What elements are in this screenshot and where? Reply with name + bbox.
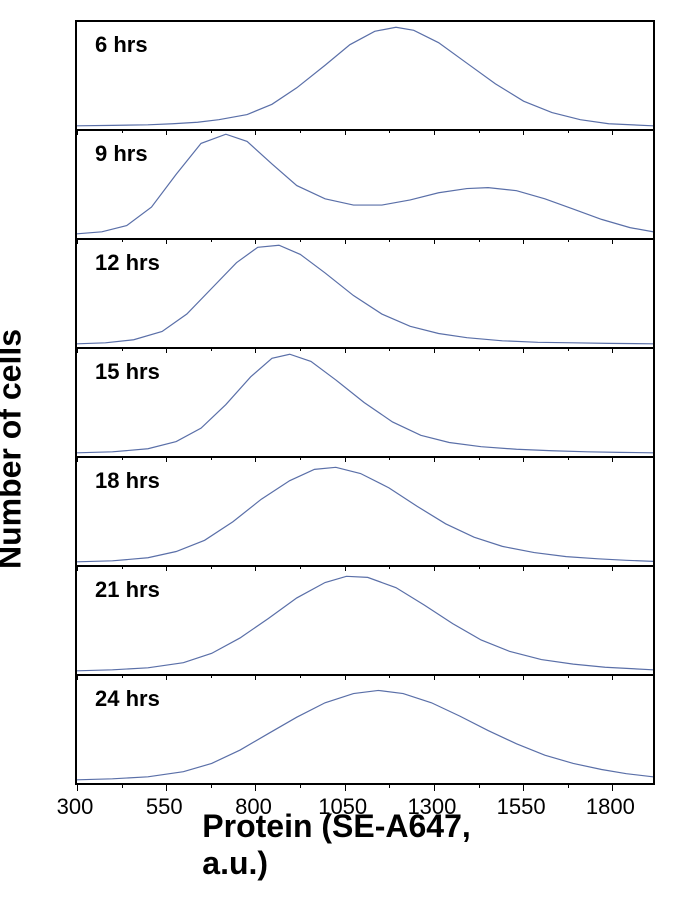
chart-container: Number of cells 6 hrs9 hrs12 hrs15 hrs18… xyxy=(20,20,671,877)
panel-label: 24 hrs xyxy=(95,686,160,712)
panels-stack: 6 hrs 9 hrs 12 hrs 15 hrs 18 hrs 21 hrs 24 hrs xyxy=(75,20,655,785)
panel-15-hrs: 15 hrs xyxy=(75,349,655,458)
panel-label: 18 hrs xyxy=(95,468,160,494)
panel-9-hrs: 9 hrs xyxy=(75,131,655,240)
panel-6-hrs: 6 hrs xyxy=(75,20,655,131)
panel-label: 9 hrs xyxy=(95,141,148,167)
panel-18-hrs: 18 hrs xyxy=(75,458,655,567)
x-axis-label: Protein (SE-A647, a.u.) xyxy=(202,808,514,882)
x-tick-label: 550 xyxy=(146,794,183,820)
panel-21-hrs: 21 hrs xyxy=(75,567,655,676)
panel-label: 21 hrs xyxy=(95,577,160,603)
panel-label: 15 hrs xyxy=(95,359,160,385)
x-tick-label: 1800 xyxy=(586,794,635,820)
x-tick-label: 300 xyxy=(57,794,94,820)
panel-label: 12 hrs xyxy=(95,250,160,276)
y-axis-label: Number of cells xyxy=(0,328,29,568)
panel-24-hrs: 24 hrs xyxy=(75,676,655,785)
panel-label: 6 hrs xyxy=(95,32,148,58)
panel-12-hrs: 12 hrs xyxy=(75,240,655,349)
